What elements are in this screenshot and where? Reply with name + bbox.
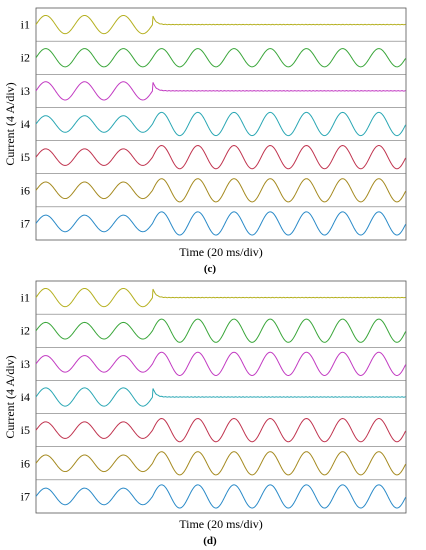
series-line-i4-d [35, 387, 406, 407]
series-label-i6-d: i6 [21, 456, 30, 470]
series-label-i2-d: i2 [21, 324, 30, 338]
series-line-i5-c [35, 145, 407, 170]
series-line-i6-c [35, 178, 407, 203]
series-label-i5-d: i5 [21, 423, 30, 437]
series-line-i5-d [35, 418, 407, 443]
panel-c-caption: (c) [204, 263, 217, 275]
panel-c: Current (4 A/div) Time (20 ms/div) (c) i… [3, 7, 407, 275]
series-line-i3-c [35, 81, 406, 101]
series-line-i1-d [35, 287, 406, 308]
series-line-i4-c [35, 111, 407, 137]
series-label-i3-d: i3 [21, 357, 30, 371]
panel-c-xlabel: Time (20 ms/div) [179, 245, 263, 259]
panel-c-ylabel: Current (4 A/div) [3, 82, 17, 165]
series-label-i4-c: i4 [21, 117, 30, 131]
series-label-i6-c: i6 [21, 183, 30, 197]
series-line-i2-c [35, 48, 407, 68]
panel-d-caption: (d) [203, 535, 217, 547]
series-line-i1-c [35, 14, 406, 35]
series-line-i3-d [35, 351, 407, 376]
series-label-i2-c: i2 [21, 51, 30, 65]
series-label-i7-c: i7 [21, 216, 30, 230]
series-label-i1-c: i1 [21, 18, 30, 32]
series-line-i7-c [35, 211, 407, 236]
series-line-i7-d [35, 484, 407, 509]
series-line-i6-d [35, 451, 407, 476]
series-label-i1-d: i1 [21, 291, 30, 305]
panel-d-ylabel: Current (4 A/div) [3, 355, 17, 438]
panel-d: Current (4 A/div) Time (20 ms/div) (d) i… [3, 280, 407, 547]
series-label-i4-d: i4 [21, 390, 30, 404]
series-label-i3-c: i3 [21, 84, 30, 98]
series-label-i7-d: i7 [21, 489, 30, 503]
series-line-i2-d [35, 318, 407, 343]
panel-c-frame [35, 7, 407, 241]
series-label-i5-c: i5 [21, 150, 30, 164]
panel-d-xlabel: Time (20 ms/div) [179, 517, 263, 531]
